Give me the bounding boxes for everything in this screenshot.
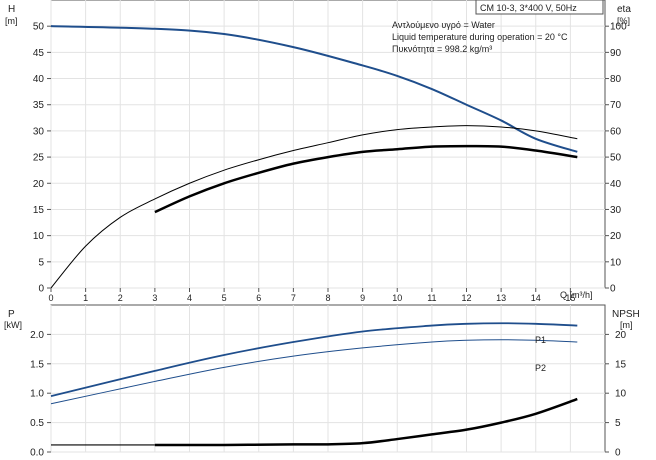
bottom-left-tick-label: 1.5 [30,359,44,370]
power-npsh-panel: 0.0 0.5 1.0 1.5 2.0 0 5 10 15 20 P [kW] NPSH [m]… [4,304,640,459]
model-title: CM 10-3, 3*400 V, 50Hz [480,3,577,13]
bottom-right-axis-label: NPSH [612,309,640,320]
bottom-right-tick-label: 15 [615,359,627,370]
top-series-line-1 [50,125,578,289]
bottom-right-tick-label: 10 [615,389,627,400]
x-tick-label: 12 [461,293,471,303]
info-fluid: Αντλούμενο υγρό = Water [392,20,495,30]
top-right-axis-label: eta [617,4,631,15]
top-left-tick-label: 30 [33,126,45,137]
bottom-left-axis-label: P [8,309,15,320]
bottom-grid [50,305,605,453]
x-tick-label: 15 [565,293,575,303]
x-tick-label: 11 [427,293,436,303]
bottom-series-line-3 [154,397,578,447]
x-tick-label: 6 [256,293,261,303]
top-right-tick-label: 80 [610,74,622,85]
top-right-axis-unit: [%] [617,16,630,26]
bottom-left-axis-unit: [kW] [4,320,22,330]
bottom-right-tick-label: 0 [615,448,621,459]
x-tick-label: 8 [325,293,330,303]
top-right-tick-label: 0 [610,284,616,295]
x-tick-label: 14 [531,293,541,303]
top-right-tick-label: 60 [610,126,622,137]
p1-series-label: P1 [535,335,546,345]
top-left-tick-label: 0 [38,284,44,295]
top-left-tick-label: 20 [33,179,45,190]
x-axis-label: Q [m³/h] [560,290,593,300]
top-right-tick-label: 30 [610,205,622,216]
top-left-axis-unit: [m] [5,16,18,26]
bottom-right-tick-label: 5 [615,418,621,429]
top-left-tick-label: 25 [33,153,45,164]
x-tick-label: 10 [392,293,402,303]
bottom-right-tick-label: 20 [615,330,627,341]
top-left-axis-label: H [8,4,15,15]
top-x-ticks: 0 1 2 3 4 5 6 7 8 9 10 11 12 13 14 15 [48,288,575,303]
bottom-right-axis-unit: [m] [620,320,633,330]
top-left-tick-label: 45 [33,48,45,59]
top-right-tick-label: 20 [610,231,622,242]
model-title-box [475,0,604,15]
x-tick-label: 0 [48,293,53,303]
top-left-tick-label: 15 [33,205,45,216]
x-tick-label: 9 [360,293,365,303]
x-tick-label: 7 [291,293,296,303]
top-left-tick-label: 40 [33,74,45,85]
bottom-left-tick-label: 2.0 [30,330,44,341]
top-right-tick-label: 10 [610,257,622,268]
top-left-ticks: 0 5 10 15 20 25 30 35 40 45 50 [33,22,51,295]
x-tick-label: 4 [187,293,192,303]
x-tick-label: 1 [83,293,88,303]
top-right-ticks: 0 10 20 30 40 50 60 70 80 90 100 [605,22,627,295]
bottom-right-ticks: 0 5 10 15 20 [605,330,627,459]
top-left-tick-label: 50 [33,22,45,33]
bottom-left-tick-label: 1.0 [30,389,44,400]
bottom-series [50,322,578,447]
info-density: Πυκνότητα = 998.2 kg/m³ [392,44,492,54]
bottom-left-ticks: 0.0 0.5 1.0 1.5 2.0 [30,330,51,459]
info-temperature: Liquid temperature during operation = 20… [392,32,568,42]
top-right-tick-label: 50 [610,153,622,164]
p2-series-label: P2 [535,363,546,373]
x-tick-label: 13 [496,293,506,303]
top-left-tick-label: 35 [33,100,45,111]
top-right-tick-label: 90 [610,48,622,59]
bottom-series-line-1 [50,339,578,405]
bottom-left-tick-label: 0.0 [30,448,44,459]
top-series-line-2 [154,144,578,214]
top-series-line-0 [50,25,578,153]
bottom-left-tick-label: 0.5 [30,418,44,429]
top-right-tick-label: 70 [610,100,622,111]
x-tick-label: 5 [222,293,227,303]
top-right-tick-label: 40 [610,179,622,190]
x-tick-label: 3 [152,293,157,303]
x-tick-label: 2 [118,293,123,303]
bottom-series-line-0 [50,322,578,398]
top-right-tick-label: 100 [610,22,627,33]
top-left-tick-label: 5 [38,257,44,268]
top-left-tick-label: 10 [33,231,45,242]
top-series [50,25,578,289]
